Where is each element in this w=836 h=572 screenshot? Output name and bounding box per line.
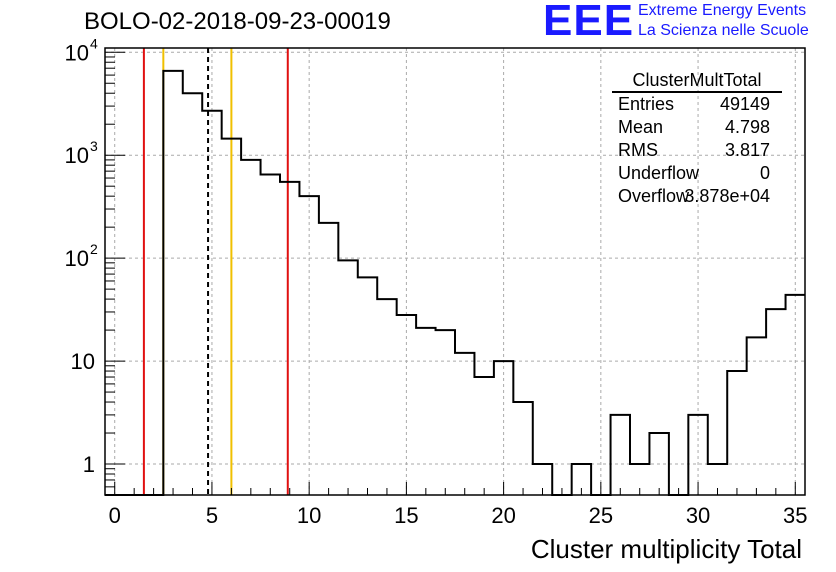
stats-key: Underflow xyxy=(618,163,700,183)
stats-key: Overflow xyxy=(618,186,690,206)
x-tick-label: 10 xyxy=(297,503,321,528)
stats-key: RMS xyxy=(618,140,658,160)
y-tick-exponent: 2 xyxy=(90,241,98,257)
x-tick-label: 35 xyxy=(783,503,807,528)
stats-value: 4.798 xyxy=(724,117,770,137)
x-tick-label: 5 xyxy=(206,503,218,528)
y-tick-label: 10 xyxy=(71,349,95,374)
x-axis-label: Cluster multiplicity Total xyxy=(530,534,802,564)
x-tick-label: 20 xyxy=(491,503,515,528)
stats-header: ClusterMultTotal xyxy=(612,70,782,93)
stats-box: ClusterMultTotal Entries 49149 Mean 4.79… xyxy=(612,70,782,208)
plot-frame xyxy=(104,47,806,496)
y-tick-exponent: 3 xyxy=(90,138,98,154)
y-tick-label: 1 xyxy=(83,452,95,477)
x-tick-label: 30 xyxy=(686,503,710,528)
stats-key: Entries xyxy=(618,94,675,114)
eee-logo: EEE Extreme Energy Events La Scienza nel… xyxy=(543,0,833,46)
stats-row-underflow: Underflow 0 xyxy=(612,162,782,185)
y-tick-label: 10 xyxy=(65,246,89,271)
stats-key: Mean xyxy=(618,117,664,137)
y-tick-label: 10 xyxy=(65,143,89,168)
stats-value: 3.817 xyxy=(724,140,770,160)
stats-value: 49149 xyxy=(719,94,770,114)
logo-line-2: La Scienza nelle Scuole xyxy=(638,22,809,39)
stats-row-entries: Entries 49149 xyxy=(612,93,782,116)
stats-value: 0 xyxy=(759,163,770,183)
stats-row-overflow: Overflow 3.878e+04 xyxy=(612,185,782,208)
chart-title: BOLO-02-2018-09-23-00019 xyxy=(84,8,391,35)
eee-logo-mark: EEE xyxy=(543,0,635,45)
stats-row-mean: Mean 4.798 xyxy=(612,116,782,139)
stats-row-rms: RMS 3.817 xyxy=(612,139,782,162)
stats-value: 3.878e+04 xyxy=(684,186,770,206)
y-tick-label: 10 xyxy=(65,40,89,65)
y-tick-exponent: 4 xyxy=(90,35,98,51)
x-tick-labels: 0 5 10 15 20 25 30 35 xyxy=(109,503,808,528)
axis-ticks xyxy=(105,51,796,495)
histogram-step-line xyxy=(105,69,805,496)
x-tick-label: 15 xyxy=(394,503,418,528)
marker-lines xyxy=(142,48,289,495)
x-tick-label: 0 xyxy=(109,503,121,528)
x-tick-label: 25 xyxy=(589,503,613,528)
logo-line-1: Extreme Energy Events xyxy=(638,2,807,19)
